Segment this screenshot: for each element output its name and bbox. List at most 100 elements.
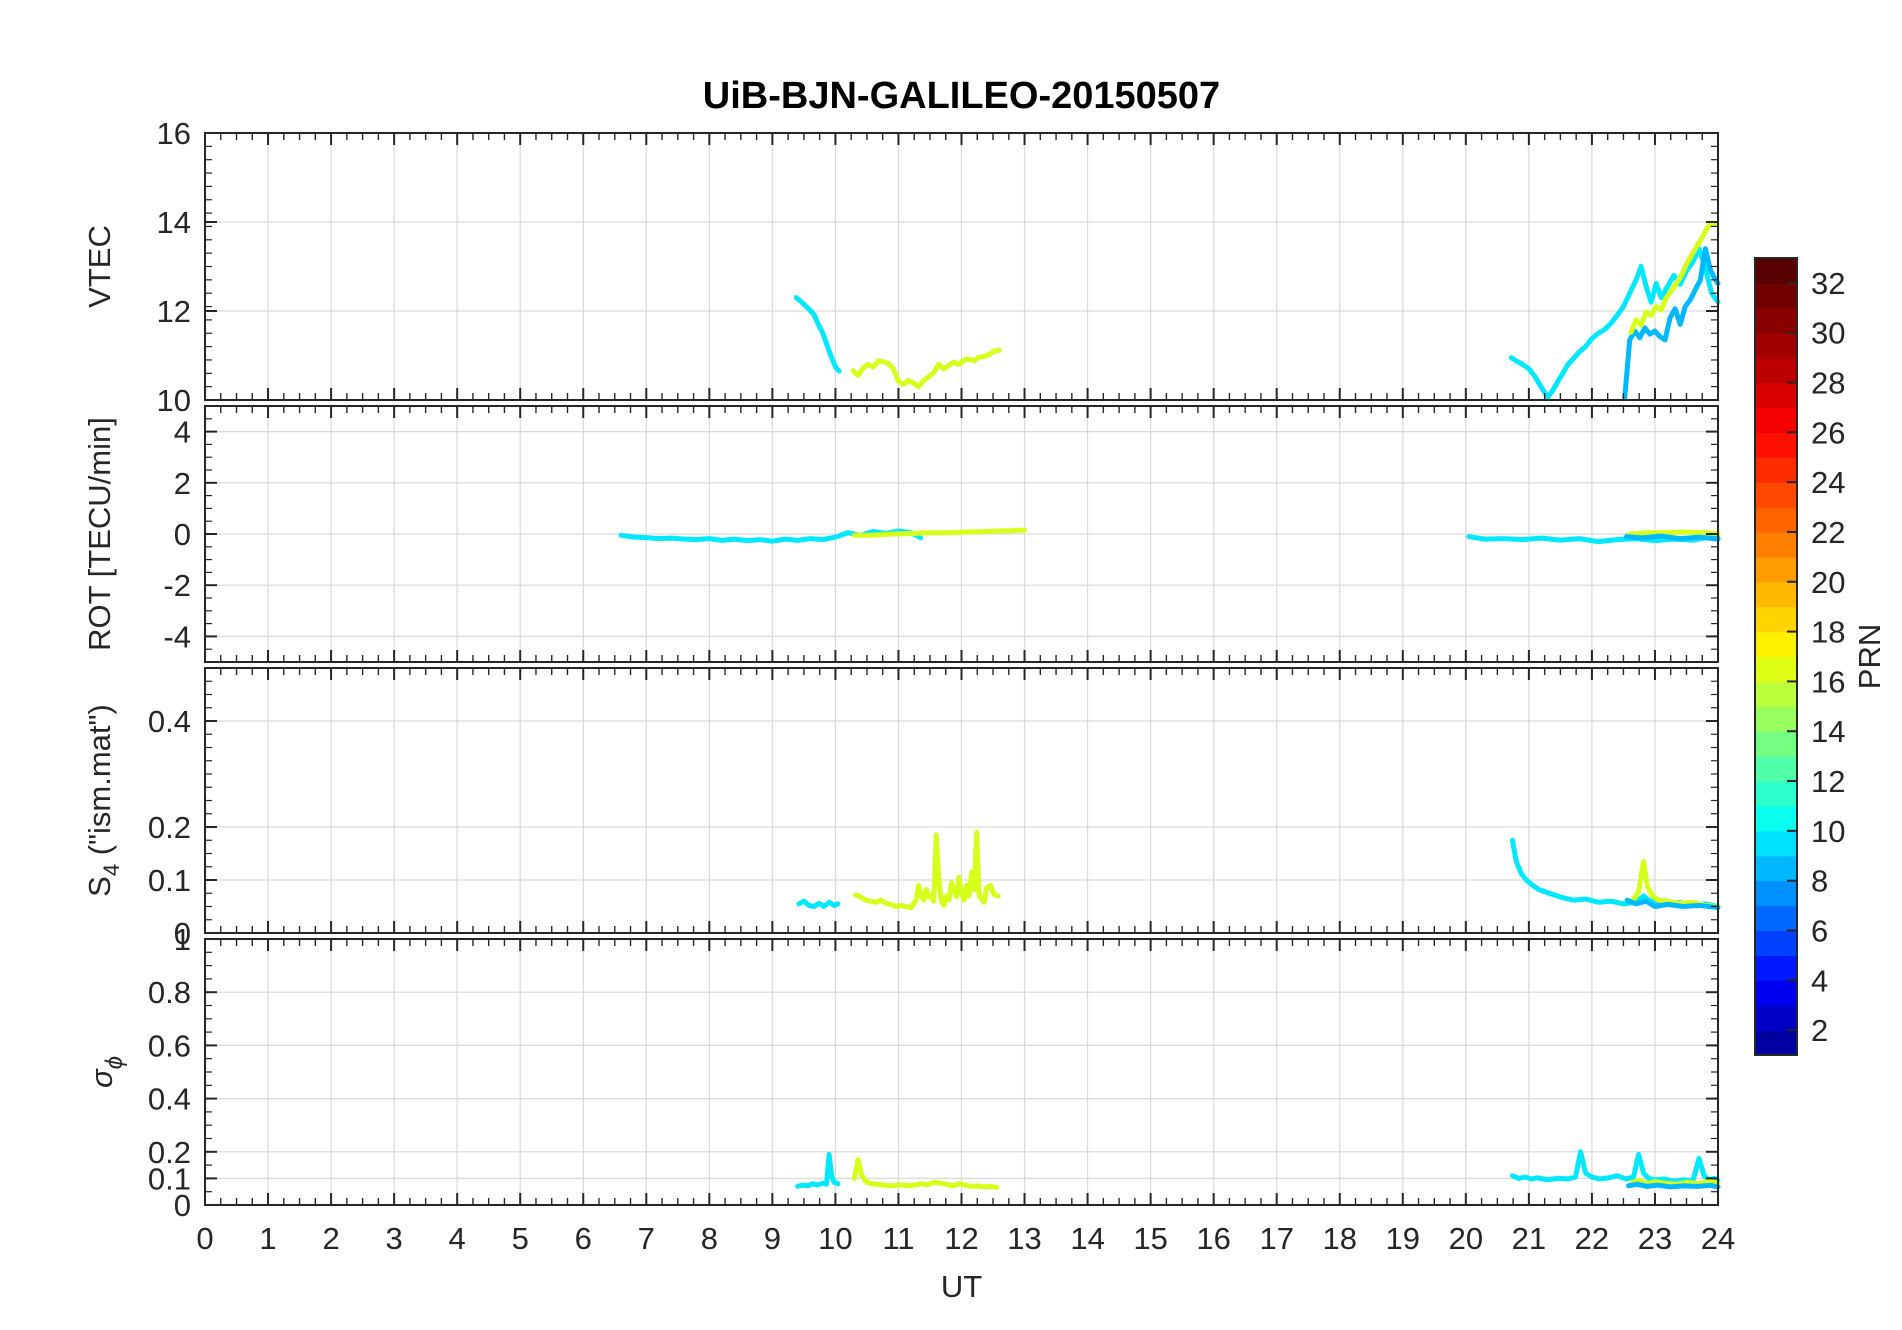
xtick-label: 0 bbox=[196, 1221, 213, 1256]
ytick-label-sigmaphi: 0.2 bbox=[148, 1135, 191, 1170]
ytick-label-s4: 0.1 bbox=[148, 863, 191, 898]
colorbar-tick-label: 8 bbox=[1811, 864, 1828, 899]
yticks-rot: -4 -2 0 2 4 bbox=[163, 405, 1718, 663]
colorbar-tick-label: 14 bbox=[1811, 714, 1845, 749]
colorbar-tick-label: 16 bbox=[1811, 664, 1845, 699]
xtick-label: 24 bbox=[1701, 1221, 1735, 1256]
xtick-label: 14 bbox=[1070, 1221, 1104, 1256]
xtick-label: 1 bbox=[259, 1221, 276, 1256]
ytick-label-sigmaphi: 0.8 bbox=[148, 975, 191, 1010]
data-series-PRN-12-evening bbox=[1622, 246, 1721, 401]
data-series-PRN-19-sp-evening bbox=[1629, 1178, 1721, 1187]
colorbar-swatch bbox=[1755, 980, 1797, 1006]
colorbar-swatch bbox=[1755, 1030, 1797, 1056]
ytick-label-rot: 4 bbox=[174, 415, 191, 450]
xtick-label: 9 bbox=[764, 1221, 781, 1256]
data-series-PRN-19-midday bbox=[850, 347, 1002, 390]
ytick-label-vtec: 16 bbox=[157, 116, 191, 151]
yaxis-label-s4-text: S4 ("ism.mat") bbox=[82, 704, 124, 897]
colorbar-swatch bbox=[1755, 282, 1797, 309]
xtick-label: 3 bbox=[386, 1221, 403, 1256]
xticks-rot bbox=[204, 406, 1719, 662]
yaxis-labels: VTEC ROT [TECU/min] S4 ("ism.mat") σϕ bbox=[82, 225, 128, 1088]
colorbar-swatch bbox=[1755, 756, 1797, 782]
yaxis-label-rot: ROT [TECU/min] bbox=[82, 417, 117, 651]
colorbar-swatch bbox=[1755, 955, 1797, 981]
xtick-label: 12 bbox=[944, 1221, 978, 1256]
xtick-label: 2 bbox=[322, 1221, 339, 1256]
colorbar-swatch bbox=[1755, 482, 1797, 508]
xtick-label: 6 bbox=[575, 1221, 592, 1256]
ytick-label-rot: -4 bbox=[163, 619, 191, 654]
yticks-s4: 0 0.1 0.2 0.4 bbox=[148, 667, 1718, 951]
series-group-s4 bbox=[796, 829, 1721, 911]
gridlines-sigmaphi bbox=[205, 939, 1718, 1205]
colorbar-swatch bbox=[1755, 457, 1797, 483]
figure-title-group: UiB-BJN-GALILEO-20150507 bbox=[703, 75, 1220, 117]
yaxis-label-sigma-phi: σϕ bbox=[84, 1056, 128, 1088]
colorbar-swatch bbox=[1755, 805, 1797, 832]
ytick-label-sigmaphi: 0.1 bbox=[148, 1161, 191, 1196]
xtick-label: 13 bbox=[1007, 1221, 1041, 1256]
xaxis-labels: 0 1 2 3 4 5 6 7 8 9 10 11 12 13 14 15 16 17 18 19 20 21 22 23 24… bbox=[196, 1221, 1735, 1304]
colorbar-swatch bbox=[1755, 830, 1797, 857]
ytick-label-vtec: 12 bbox=[157, 294, 191, 329]
data-series-PRN-11-evening bbox=[1508, 246, 1721, 400]
ytick-label-sigmaphi: 0.4 bbox=[148, 1082, 191, 1117]
colorbar-swatch bbox=[1755, 731, 1797, 757]
data-series-PRN-11-rot-morning bbox=[618, 528, 924, 544]
colorbar-tick-label: 6 bbox=[1811, 913, 1828, 948]
colorbar-tick-label: 28 bbox=[1811, 366, 1845, 401]
colorbar-swatch bbox=[1755, 258, 1797, 284]
colorbar-swatch bbox=[1755, 930, 1797, 956]
yticks-vtec: 10 12 14 16 bbox=[157, 116, 1718, 418]
colorbar-tick-label: 30 bbox=[1811, 316, 1845, 351]
colorbar-swatch bbox=[1755, 531, 1797, 558]
colorbar-swatch bbox=[1755, 507, 1797, 533]
xtick-label: 19 bbox=[1386, 1221, 1420, 1256]
ytick-label-sigmaphi: 1 bbox=[174, 922, 191, 957]
xticks-s4 bbox=[204, 668, 1719, 933]
colorbar-swatch bbox=[1755, 1005, 1797, 1031]
data-series-PRN-11-morning bbox=[793, 295, 842, 374]
colorbar-swatch bbox=[1755, 781, 1797, 807]
data-series-PRN-19-sp-midday bbox=[851, 1157, 1000, 1190]
xtick-label: 10 bbox=[818, 1221, 852, 1256]
colorbar-swatch bbox=[1755, 556, 1797, 583]
colorbar-tick-label: 20 bbox=[1811, 565, 1845, 600]
xtick-label: 17 bbox=[1259, 1221, 1293, 1256]
colorbar-frame bbox=[1754, 257, 1798, 1056]
colorbar-swatch bbox=[1755, 706, 1797, 732]
xtick-label: 5 bbox=[512, 1221, 529, 1256]
xtick-label: 4 bbox=[449, 1221, 466, 1256]
series-group-vtec bbox=[793, 220, 1721, 401]
xtick-label: 15 bbox=[1133, 1221, 1167, 1256]
colorbar-swatch bbox=[1755, 432, 1797, 458]
series-group-rot bbox=[618, 527, 1721, 545]
gridlines-vtec bbox=[205, 133, 1718, 400]
colorbar-swatch bbox=[1755, 307, 1797, 334]
colorbar-tick-label: 4 bbox=[1811, 963, 1828, 998]
data-series-PRN-12-s4-evening bbox=[1624, 897, 1721, 911]
panel-s4: 0 0.1 0.2 0.4 bbox=[148, 667, 1721, 951]
xticks-sigmaphi bbox=[204, 939, 1719, 1205]
colorbar-swatch bbox=[1755, 855, 1797, 882]
colorbar-tick-label: 12 bbox=[1811, 764, 1845, 799]
yaxis-label-vtec: VTEC bbox=[82, 225, 117, 308]
xtick-label: 20 bbox=[1449, 1221, 1483, 1256]
yaxis-label-s4: S4 ("ism.mat") bbox=[82, 704, 124, 897]
panel-sigmaphi: 00.10.2 0.4 0.6 0.8 1 bbox=[148, 922, 1721, 1223]
ytick-label-s4: 0.2 bbox=[148, 810, 191, 845]
panel-vtec: 10 12 14 16 bbox=[157, 116, 1721, 418]
ytick-label-vtec: 10 bbox=[157, 383, 191, 418]
colorbar-swatch bbox=[1755, 681, 1797, 707]
colorbar-tick-label: 24 bbox=[1811, 465, 1845, 500]
colorbar-swatch bbox=[1755, 581, 1797, 608]
data-series-PRN-11-sp-morning bbox=[795, 1151, 841, 1189]
colorbar-swatch bbox=[1755, 880, 1797, 907]
yticks-sigmaphi: 00.10.2 0.4 0.6 0.8 1 bbox=[148, 922, 1718, 1223]
xtick-label: 23 bbox=[1638, 1221, 1672, 1256]
data-series-PRN-11-s4-morning bbox=[796, 898, 841, 909]
colorbar-swatch bbox=[1755, 656, 1797, 683]
